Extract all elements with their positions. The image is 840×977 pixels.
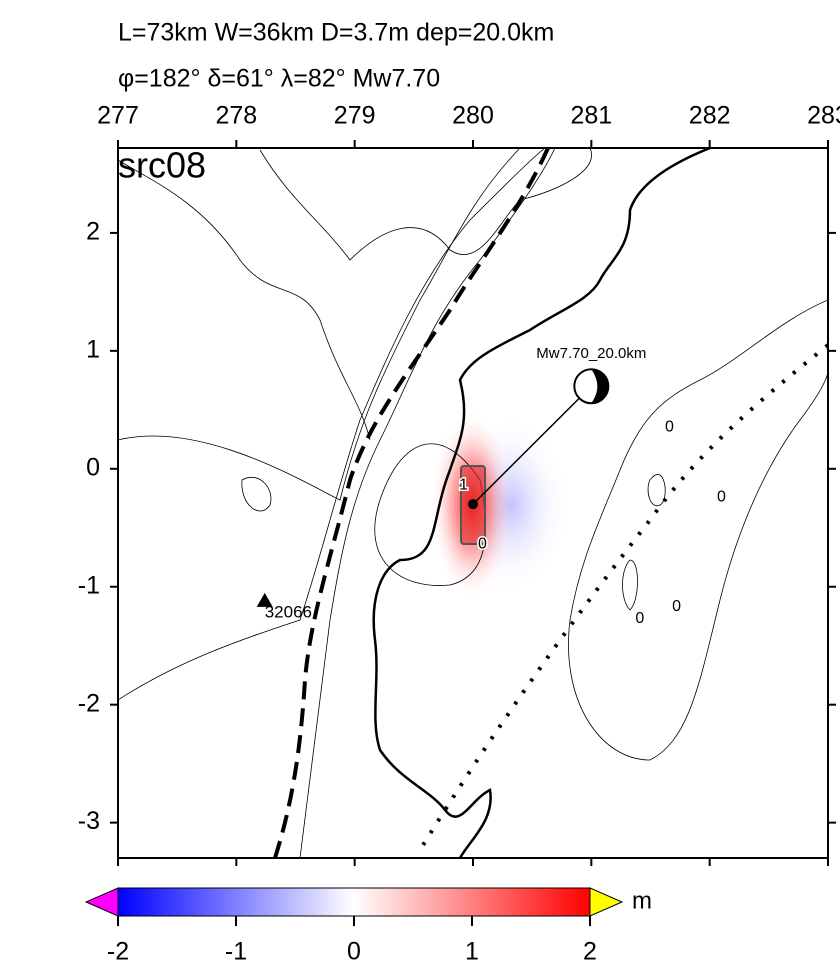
x-tick-label: 280 bbox=[452, 102, 494, 130]
contour-label: 0 bbox=[635, 610, 644, 627]
mechanism-leader bbox=[472, 385, 592, 505]
contour-label: 0 bbox=[717, 488, 726, 505]
station-label: 32066 bbox=[265, 602, 312, 621]
beachball-compression bbox=[591, 369, 609, 404]
coastline bbox=[372, 148, 711, 858]
colorbar-low-end bbox=[84, 887, 119, 917]
contour bbox=[118, 159, 371, 441]
y-tick-label: -2 bbox=[78, 689, 100, 717]
contour-label: 0 bbox=[665, 419, 674, 436]
colorbar-unit: m bbox=[632, 887, 652, 914]
y-tick-label: 1 bbox=[86, 335, 100, 363]
map-area bbox=[118, 148, 828, 858]
y-tick-label: -3 bbox=[78, 807, 100, 835]
y-tick-label: -1 bbox=[78, 571, 100, 599]
contour-label: 0 bbox=[478, 535, 487, 552]
colorbar-tick-label: -1 bbox=[225, 938, 247, 966]
title-line-1: L=73km W=36km D=3.7m dep=20.0km bbox=[118, 19, 554, 47]
x-tick-label: 282 bbox=[689, 102, 731, 130]
contour-zero bbox=[374, 443, 486, 586]
colorbar-tick-label: 0 bbox=[347, 938, 361, 966]
colorbar-tick-label: 1 bbox=[465, 938, 479, 966]
colorbar-high-end bbox=[589, 887, 624, 917]
x-tick-label: 277 bbox=[97, 102, 139, 130]
epicenter bbox=[468, 499, 478, 510]
x-tick-label: 281 bbox=[570, 102, 612, 130]
mechanism-label: Mw7.70_20.0km bbox=[536, 345, 646, 362]
contour bbox=[118, 148, 546, 701]
colorbar-tick-label: 2 bbox=[583, 938, 597, 966]
contour-label: 1 bbox=[459, 477, 468, 494]
panel-label: src08 bbox=[118, 145, 206, 186]
y-tick-label: 2 bbox=[86, 218, 100, 246]
contour bbox=[118, 148, 521, 501]
contour bbox=[622, 559, 638, 611]
contour bbox=[259, 148, 592, 261]
trench bbox=[273, 148, 550, 858]
x-tick-label: 283 bbox=[807, 102, 840, 130]
contour-label: 0 bbox=[672, 598, 681, 615]
contour bbox=[241, 477, 272, 512]
contour-zero bbox=[568, 299, 828, 761]
colorbar bbox=[117, 887, 591, 917]
title-line-2: φ=182° δ=61° λ=82° Mw7.70 bbox=[118, 65, 440, 93]
x-tick-label: 279 bbox=[334, 102, 376, 130]
station bbox=[256, 592, 273, 607]
y-tick-label: 0 bbox=[86, 453, 100, 481]
x-tick-label: 278 bbox=[215, 102, 257, 130]
colorbar-tick-label: -2 bbox=[107, 938, 129, 966]
contour bbox=[647, 474, 666, 507]
contour bbox=[299, 148, 556, 858]
